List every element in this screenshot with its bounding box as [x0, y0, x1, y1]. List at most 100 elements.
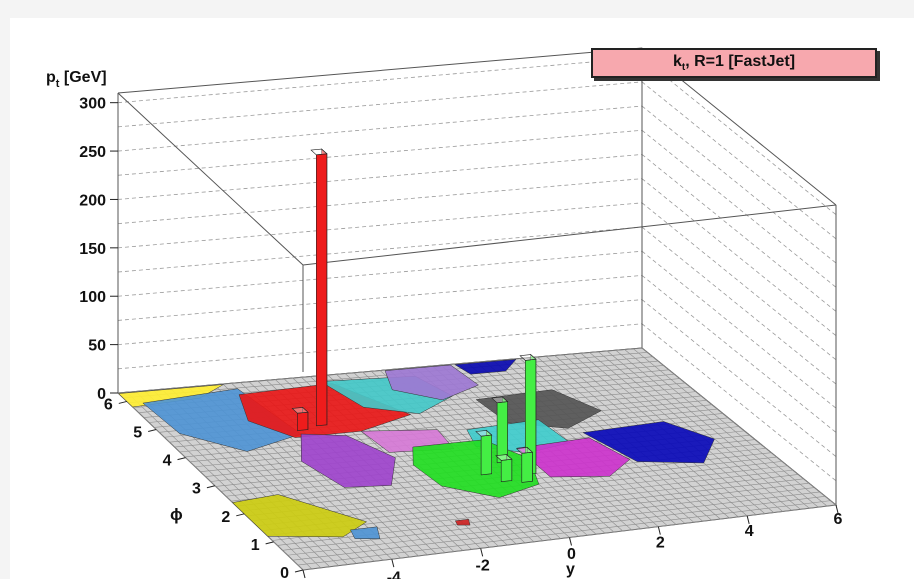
tower-top — [519, 354, 537, 361]
x-tick-label: -2 — [476, 558, 490, 575]
jet-region — [582, 421, 715, 464]
x-tick-label: 0 — [567, 546, 576, 563]
tower — [495, 453, 513, 483]
y-tick-label: 6 — [104, 396, 113, 413]
z-gridline — [641, 226, 837, 385]
x-axis-label: y — [566, 561, 575, 578]
tower-front — [496, 401, 508, 464]
z-gridline — [641, 105, 837, 264]
z-tick-label: 150 — [79, 241, 106, 258]
z-gridline — [641, 81, 837, 240]
tower-top — [491, 396, 509, 404]
floor-gridline — [287, 491, 820, 556]
y-axis-label: ϕ — [170, 505, 183, 524]
tower-top — [291, 407, 309, 414]
floor-gridline — [189, 408, 718, 463]
jet-region — [454, 359, 517, 375]
z-gridlines — [117, 57, 837, 506]
y-tick-mark — [294, 569, 304, 573]
y-tick-mark — [148, 429, 157, 433]
y-tick-label: 5 — [133, 425, 142, 442]
legend-title: kt, R=1 [FastJet] — [672, 52, 796, 74]
jet-region — [350, 526, 381, 540]
tower-front — [297, 411, 309, 431]
z-tick-label: 300 — [79, 96, 106, 113]
z-gridline — [117, 129, 643, 176]
floor-gridline — [292, 495, 826, 561]
x-tick-mark — [746, 515, 750, 524]
tower-front — [480, 434, 493, 476]
tower-front — [500, 458, 513, 483]
z-gridline — [641, 57, 837, 215]
z-gridline — [117, 323, 643, 370]
jet-region — [516, 437, 631, 478]
z-gridline — [117, 57, 643, 104]
energy-towers — [291, 148, 537, 483]
z-axis-label: pt [GeV] — [46, 69, 107, 90]
tower-front — [521, 451, 533, 483]
z-tick-label: 200 — [79, 192, 106, 209]
box-edge — [117, 47, 643, 94]
floor-gridline — [195, 413, 723, 468]
tower — [515, 446, 534, 483]
x-tick-mark — [302, 569, 306, 579]
tower — [291, 406, 309, 431]
y-tick-label: 4 — [163, 453, 172, 470]
z-tick-label: 50 — [88, 338, 106, 355]
z-gridline — [117, 81, 643, 128]
y-tick-mark — [177, 457, 186, 461]
z-gridline — [641, 154, 837, 312]
floor-gridline — [297, 500, 831, 566]
z-gridline — [641, 202, 837, 361]
x-tick-mark — [569, 537, 572, 546]
z-gridline — [117, 105, 643, 152]
jet-region — [300, 433, 396, 488]
tower — [310, 148, 328, 427]
y-tick-label: 3 — [192, 481, 201, 498]
y-tick-mark — [265, 541, 274, 545]
x-tick-label: 2 — [656, 534, 665, 551]
box-edge — [302, 204, 837, 266]
z-gridline — [117, 250, 643, 297]
tower-top — [495, 454, 513, 461]
tower-top — [310, 148, 328, 156]
x-tick-mark — [391, 559, 395, 568]
y-tick-mark — [118, 400, 127, 404]
tower — [475, 429, 493, 476]
floor-gridline — [282, 487, 815, 551]
z-gridline — [117, 178, 643, 225]
x-tick-mark — [835, 504, 839, 514]
y-tick-label: 2 — [221, 509, 230, 526]
jet-region — [142, 388, 302, 452]
z-gridline — [117, 275, 643, 321]
y-tick-label: 1 — [251, 537, 260, 554]
z-gridline — [117, 299, 643, 346]
tower-top — [515, 447, 534, 454]
y-tick-label: 0 — [280, 565, 289, 579]
jet-region — [454, 518, 471, 526]
jet-regions — [118, 359, 715, 540]
z-tick-label: 100 — [79, 289, 106, 306]
x-tick-mark — [657, 526, 661, 535]
legend-box: kt, R=1 [FastJet] — [591, 48, 877, 78]
z-gridline — [117, 154, 643, 200]
x-tick-mark — [480, 548, 484, 557]
x-tick-label: 6 — [834, 511, 843, 528]
floor-gridline — [117, 347, 643, 394]
tower-front — [315, 153, 328, 427]
z-gridline — [641, 178, 837, 336]
floor-gridline — [184, 404, 713, 458]
z-tick-label: 0 — [97, 386, 106, 403]
x-tick-label: -4 — [387, 569, 401, 579]
z-tick-label: 250 — [79, 144, 106, 161]
tower — [519, 353, 537, 475]
x-tick-label: 4 — [745, 523, 754, 540]
jet-region — [384, 364, 480, 401]
z-gridline — [117, 226, 643, 273]
box-edge — [117, 92, 304, 266]
y-tick-mark — [236, 513, 245, 517]
tower-top — [475, 430, 493, 437]
z-gridline — [117, 202, 643, 249]
